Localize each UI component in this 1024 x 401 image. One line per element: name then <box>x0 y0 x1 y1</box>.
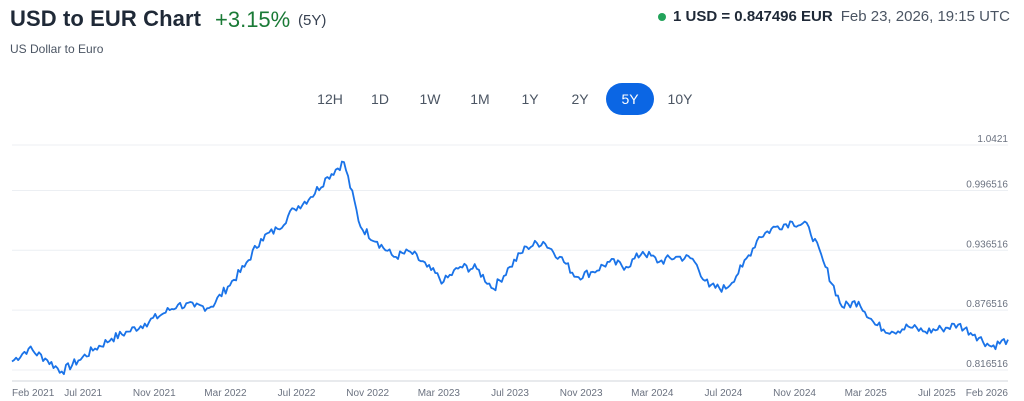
x-tick-label: Mar 2022 <box>204 388 247 399</box>
y-tick-label: 0.816516 <box>966 359 1008 370</box>
range-1y-button[interactable]: 1Y <box>521 91 539 107</box>
x-tick-label: Mar 2024 <box>631 388 674 399</box>
x-tick-label: Jul 2022 <box>278 388 316 399</box>
y-tick-label: 0.876516 <box>966 299 1008 310</box>
y-tick-label: 1.0421 <box>977 134 1008 145</box>
range-1d-button[interactable]: 1D <box>371 91 389 107</box>
y-tick-label: 0.936516 <box>966 239 1008 250</box>
x-tick-label: Mar 2025 <box>845 388 888 399</box>
x-tick-label: Jul 2023 <box>491 388 529 399</box>
x-tick-label: Feb 2026 <box>966 388 1009 399</box>
range-1m-button[interactable]: 1M <box>470 91 490 107</box>
x-tick-label: Mar 2023 <box>418 388 461 399</box>
usd-eur-series-line <box>11 160 1009 376</box>
x-tick-label: Nov 2024 <box>773 388 816 399</box>
rate-timestamp: Feb 23, 2026, 19:15 UTC <box>840 8 1010 25</box>
range-10y-button[interactable]: 10Y <box>667 91 693 107</box>
y-tick-label: 0.996516 <box>966 179 1008 190</box>
page-title: USD to EUR Chart <box>10 6 202 31</box>
range-selector: 12H 1D 1W 1M 1Y 2Y 5Y 10Y <box>306 83 706 115</box>
change-percent: +3.15% <box>215 7 291 32</box>
pair-subtitle: US Dollar to Euro <box>10 42 104 56</box>
x-tick-label: Nov 2022 <box>346 388 389 399</box>
x-tick-label: Nov 2023 <box>560 388 603 399</box>
x-tick-label: Jul 2025 <box>918 388 956 399</box>
range-12h-button[interactable]: 12H <box>317 91 343 107</box>
period-label: (5Y) <box>298 12 327 29</box>
x-tick-label: Jul 2024 <box>705 388 743 399</box>
range-2y-button[interactable]: 2Y <box>571 91 589 107</box>
rate-value: 1 USD = 0.847496 EUR <box>673 8 833 25</box>
range-5y-button[interactable]: 5Y <box>606 83 654 115</box>
live-status-icon <box>658 12 667 21</box>
live-rate: 1 USD = 0.847496 EUR Feb 23, 2026, 19:15… <box>658 8 1010 25</box>
x-tick-label: Feb 2021 <box>12 388 55 399</box>
x-tick-label: Nov 2021 <box>133 388 176 399</box>
x-tick-label: Jul 2021 <box>64 388 102 399</box>
range-1w-button[interactable]: 1W <box>419 91 441 107</box>
